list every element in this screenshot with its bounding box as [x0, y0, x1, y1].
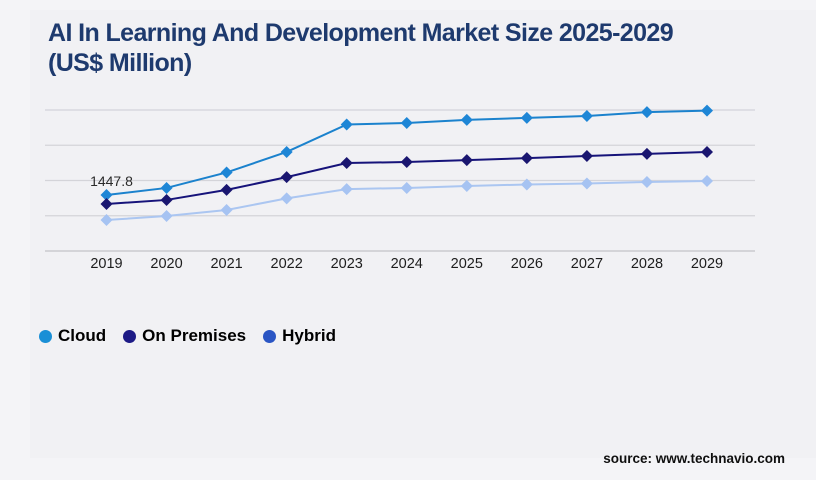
first-point-data-label: 1447.8 — [90, 173, 133, 189]
x-axis-label-2022: 2022 — [271, 256, 303, 272]
marker-cloud-2023[interactable] — [340, 118, 353, 131]
x-axis-label-2027: 2027 — [571, 256, 603, 272]
legend-label-on-premises: On Premises — [142, 326, 247, 345]
marker-hybrid-2022[interactable] — [280, 192, 293, 205]
chart-card-background — [30, 10, 816, 458]
x-axis-label-2026: 2026 — [511, 256, 543, 272]
marker-cloud-2026[interactable] — [520, 111, 533, 124]
marker-hybrid-2027[interactable] — [580, 177, 593, 190]
x-axis-label-2021: 2021 — [210, 256, 242, 272]
x-axis-label-2020: 2020 — [150, 256, 182, 272]
x-axis-label-2028: 2028 — [631, 256, 663, 272]
marker-hybrid-2019[interactable] — [100, 214, 113, 227]
marker-cloud-2024[interactable] — [400, 116, 413, 129]
source-attribution: source: www.technavio.com — [603, 451, 785, 466]
marker-hybrid-2021[interactable] — [220, 203, 233, 216]
marker-cloud-2027[interactable] — [580, 109, 593, 122]
marker-cloud-2022[interactable] — [280, 145, 293, 158]
marker-hybrid-2023[interactable] — [340, 183, 353, 196]
legend-item-cloud[interactable]: Cloud — [39, 326, 106, 346]
marker-hybrid-2026[interactable] — [520, 178, 533, 191]
marker-on-premises-2025[interactable] — [460, 154, 473, 167]
marker-hybrid-2025[interactable] — [460, 180, 473, 193]
x-axis-label-2023: 2023 — [331, 256, 363, 272]
marker-on-premises-2023[interactable] — [340, 156, 353, 169]
marker-cloud-2028[interactable] — [640, 106, 653, 119]
marker-on-premises-2029[interactable] — [701, 145, 713, 158]
marker-cloud-2020[interactable] — [160, 181, 173, 194]
legend: Cloud On Premises Hybrid — [39, 326, 336, 346]
marker-cloud-2029[interactable] — [701, 104, 713, 117]
marker-on-premises-2019[interactable] — [100, 198, 113, 210]
marker-on-premises-2026[interactable] — [520, 152, 533, 165]
marker-hybrid-2028[interactable] — [640, 175, 653, 188]
legend-dot-hybrid-icon — [263, 329, 277, 343]
marker-hybrid-2029[interactable] — [701, 174, 713, 187]
legend-item-hybrid[interactable]: Hybrid — [263, 326, 336, 346]
marker-hybrid-2024[interactable] — [400, 181, 413, 194]
marker-on-premises-2024[interactable] — [400, 156, 413, 169]
x-axis-label-2025: 2025 — [451, 256, 483, 272]
x-axis-label-2029: 2029 — [691, 256, 723, 272]
chart-title-line-2: (US$ Million) — [48, 49, 192, 77]
marker-hybrid-2020[interactable] — [160, 209, 173, 222]
legend-dot-on-premises-icon — [123, 329, 137, 343]
x-axis-label-2019: 2019 — [90, 256, 122, 272]
marker-on-premises-2021[interactable] — [220, 183, 233, 196]
legend-dot-cloud-icon — [39, 329, 52, 343]
marker-on-premises-2027[interactable] — [580, 150, 593, 163]
legend-item-on-premises[interactable]: On Premises — [123, 326, 246, 346]
legend-label-cloud: Cloud — [58, 326, 107, 345]
chart-title-line-1: AI In Learning And Development Market Si… — [48, 19, 674, 47]
marker-on-premises-2022[interactable] — [280, 171, 293, 184]
marker-cloud-2025[interactable] — [460, 113, 473, 126]
marker-on-premises-2028[interactable] — [640, 147, 653, 160]
marker-cloud-2019[interactable] — [100, 188, 113, 201]
chart-title: AI In Learning And Development Market Si… — [48, 18, 768, 78]
marker-cloud-2021[interactable] — [220, 166, 233, 179]
legend-label-hybrid: Hybrid — [282, 326, 336, 345]
marker-on-premises-2020[interactable] — [160, 193, 173, 206]
x-axis-label-2024: 2024 — [391, 256, 423, 272]
